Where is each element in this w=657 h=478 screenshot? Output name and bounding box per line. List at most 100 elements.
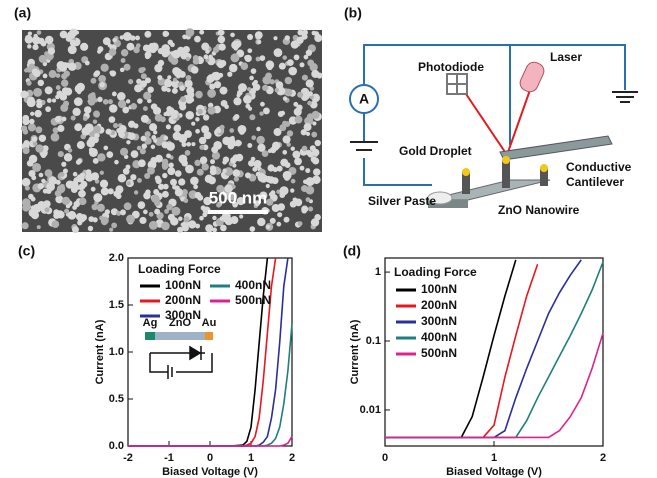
particle (74, 30, 80, 35)
particle (126, 42, 135, 51)
particle (240, 62, 249, 70)
particle (273, 36, 278, 41)
particle (279, 186, 289, 196)
particle (115, 185, 124, 194)
particle (212, 215, 217, 221)
particle (266, 224, 271, 230)
particle (193, 184, 199, 190)
particle (222, 136, 231, 146)
particle (172, 67, 181, 76)
particle (300, 129, 307, 136)
particle (207, 88, 217, 98)
particle (29, 118, 35, 125)
particle (199, 144, 205, 150)
particle (238, 129, 245, 135)
particle (190, 176, 199, 186)
particle (162, 172, 168, 179)
particle (74, 123, 83, 132)
particle (171, 87, 178, 94)
particle (67, 45, 77, 55)
particle (86, 138, 95, 148)
particle (27, 123, 36, 132)
particle (232, 169, 241, 177)
particle (28, 169, 36, 178)
particle (170, 57, 179, 65)
particle (262, 107, 270, 115)
panel-label: (a) (14, 5, 31, 21)
particle (287, 59, 294, 66)
particle (164, 79, 173, 88)
particle (114, 159, 119, 165)
cantilever (499, 135, 613, 161)
particle (78, 189, 86, 198)
series-line (128, 436, 293, 447)
particle (155, 177, 162, 185)
particle (42, 188, 48, 194)
x-tick-label: 0 (382, 452, 388, 464)
particle (307, 91, 313, 97)
particle (54, 190, 62, 197)
particle (209, 165, 217, 172)
particle (251, 81, 257, 87)
particle (99, 170, 104, 175)
x-tick-label: 0 (207, 452, 213, 464)
particle (130, 150, 139, 158)
inset-label: Ag (143, 317, 158, 329)
particle (112, 37, 117, 43)
particle (164, 208, 169, 214)
particle (245, 103, 251, 109)
particle (209, 83, 216, 90)
particle (170, 51, 175, 56)
silver-paste (427, 191, 453, 205)
particle (44, 207, 50, 213)
particle (254, 31, 263, 40)
particle (120, 209, 126, 216)
legend-title: Loading Force (138, 262, 221, 276)
particle (133, 123, 139, 129)
particle (307, 100, 312, 106)
particle (161, 141, 169, 149)
particle (30, 205, 36, 210)
particle (67, 210, 77, 220)
particle (72, 171, 78, 177)
particle (151, 134, 157, 140)
particle (196, 168, 204, 176)
particle (99, 82, 105, 88)
particle (259, 55, 266, 61)
particle (305, 79, 314, 88)
particle (260, 101, 265, 107)
particle (217, 29, 225, 36)
particle (280, 158, 289, 167)
sem-particles (20, 28, 323, 234)
particle (305, 197, 311, 202)
particle (310, 156, 317, 163)
ammeter-label: A (359, 91, 369, 107)
particle (102, 37, 111, 46)
particle (33, 33, 38, 39)
particle (34, 109, 42, 118)
particle (37, 200, 46, 209)
particle (311, 131, 318, 138)
legend-label: 100nN (165, 278, 201, 292)
particle (152, 106, 162, 115)
particle (88, 147, 94, 153)
particle (284, 88, 293, 97)
particle (125, 164, 131, 170)
particle (257, 172, 266, 181)
particle (265, 183, 270, 189)
particle (72, 226, 79, 234)
particle (142, 106, 148, 112)
particle (206, 56, 216, 66)
legend-label: 200nN (421, 298, 457, 312)
particle (140, 73, 147, 80)
particle (248, 160, 255, 167)
particle (257, 39, 262, 44)
particle (219, 86, 228, 95)
particle (133, 46, 140, 54)
particle (174, 170, 182, 177)
particle (230, 32, 235, 38)
particle (218, 43, 226, 51)
particle (239, 214, 244, 219)
inset-label: ZnO (169, 317, 191, 329)
particle (256, 135, 265, 145)
